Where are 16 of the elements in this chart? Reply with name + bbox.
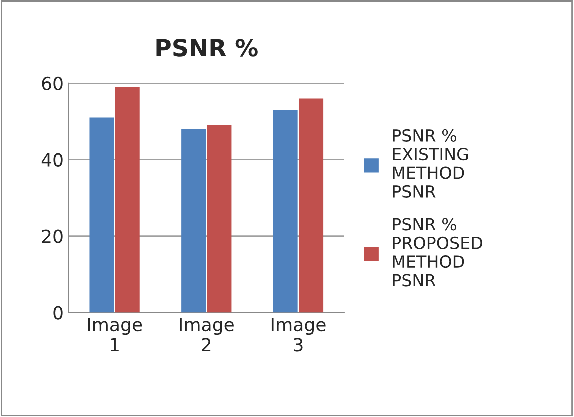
y-tick-label: 60 <box>42 76 63 91</box>
x-tick-label: Image 1 <box>88 318 142 352</box>
bar <box>299 98 324 313</box>
bar <box>273 110 298 313</box>
y-tick-label: 20 <box>42 230 63 244</box>
bar <box>115 87 140 313</box>
legend-label: PSNR % PROPOSED METHOD PSNR <box>393 218 482 287</box>
bar <box>182 129 206 313</box>
chart-title: PSNR % <box>156 39 258 57</box>
bar <box>90 118 114 313</box>
x-tick-label: Image 3 <box>272 318 326 352</box>
legend-label: PSNR % EXISTING METHOD PSNR <box>393 129 468 198</box>
y-tick-label: 0 <box>54 306 63 320</box>
y-tick-label: 40 <box>42 153 63 167</box>
x-tick-label: Image 2 <box>180 318 234 352</box>
bar <box>207 125 232 313</box>
